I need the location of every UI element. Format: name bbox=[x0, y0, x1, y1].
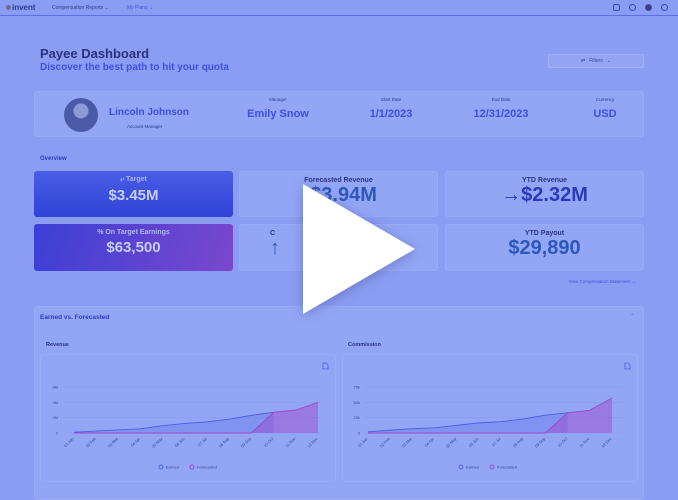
x-tick-label: 12 Dec bbox=[306, 436, 319, 449]
panel-title: Earned vs. Forecasted bbox=[40, 314, 110, 321]
legend-label-forecasted: Forecasted bbox=[197, 465, 217, 470]
ote-card: % On Target Earnings $63,500 bbox=[34, 224, 233, 271]
x-tick-label: 03 Mar bbox=[107, 436, 120, 449]
commission-chart-title: Commission bbox=[348, 342, 382, 348]
x-tick-label: 11 Nov bbox=[284, 436, 296, 448]
logo[interactable]: invent bbox=[6, 3, 36, 12]
play-button[interactable] bbox=[303, 184, 415, 314]
legend-marker-forecasted bbox=[489, 464, 495, 470]
y-tick-label: 2M bbox=[52, 415, 58, 420]
revenue-chart-title: Revenue bbox=[46, 342, 69, 348]
series-area-forecasted bbox=[74, 402, 318, 433]
avatar-icon[interactable] bbox=[645, 4, 652, 11]
manager-field: Manager Emily Snow bbox=[247, 97, 309, 120]
x-tick-label: 11 Nov bbox=[578, 436, 590, 448]
legend-marker-earned bbox=[458, 464, 464, 470]
legend-marker-earned bbox=[158, 464, 164, 470]
legend-label-earned: Earned bbox=[166, 465, 179, 470]
x-tick-label: 01 Jan bbox=[357, 436, 369, 448]
series-line-forecasted bbox=[74, 401, 319, 434]
end-date-field: End Date 12/31/2023 bbox=[473, 97, 529, 120]
help-icon[interactable] bbox=[661, 4, 668, 11]
series-line-earned bbox=[367, 412, 568, 433]
commission-chart: 0 25k 50k 75k 01 Jan 02 Feb 03 Mar 04 Apr 05 May… bbox=[342, 354, 638, 482]
x-tick-label: 07 Jul bbox=[197, 436, 208, 447]
x-tick-label: 07 Jul bbox=[491, 436, 502, 447]
earned-vs-forecasted-panel: Earned vs. Forecasted ⌃ bbox=[34, 306, 644, 500]
x-tick-label: 01 Jan bbox=[63, 436, 75, 448]
sliders-icon: ⇄ bbox=[580, 58, 586, 64]
ytd-revenue-card: YTD Revenue →$2.32M bbox=[445, 171, 644, 217]
ytd-payout-card: YTD Payout $29,890 bbox=[445, 224, 644, 271]
series-area-forecasted bbox=[368, 398, 612, 433]
x-tick-label: 02 Feb bbox=[85, 436, 98, 449]
target-icon: ⤶ bbox=[120, 176, 126, 183]
start-date-field: Start Date 1/1/2023 bbox=[369, 97, 413, 120]
logo-text: invent bbox=[12, 3, 36, 12]
view-compensation-statement-link[interactable]: View Compensation Statement → bbox=[568, 279, 636, 284]
series-line-earned bbox=[73, 411, 274, 433]
x-tick-label: 10 Oct bbox=[262, 436, 274, 448]
arrow-up-icon: ↑ bbox=[270, 237, 280, 259]
series-area-earned bbox=[368, 412, 568, 433]
y-tick-label: 75k bbox=[354, 385, 360, 390]
avatar bbox=[64, 98, 98, 132]
currency-field: Currency USD bbox=[593, 97, 617, 120]
chevron-down-icon: ⌄ bbox=[606, 58, 612, 64]
collapse-chevron-icon[interactable]: ⌃ bbox=[629, 314, 635, 320]
legend-label-forecasted: Forecasted bbox=[497, 465, 517, 470]
x-tick-label: 09 Sep bbox=[240, 436, 253, 449]
overview-heading: Overview bbox=[40, 156, 67, 162]
x-tick-label: 02 Feb bbox=[379, 436, 392, 449]
percent-icon: % bbox=[97, 229, 106, 236]
y-tick-label: 6M bbox=[52, 385, 58, 390]
export-icon bbox=[322, 362, 329, 370]
y-tick-label: 25k bbox=[354, 415, 360, 420]
mail-icon[interactable] bbox=[613, 4, 620, 11]
bell-icon[interactable] bbox=[629, 4, 636, 11]
payee-name: Lincoln Johnson bbox=[109, 107, 189, 118]
payee-role: Account Manager bbox=[127, 124, 163, 129]
x-tick-label: 08 Aug bbox=[218, 436, 230, 448]
page-subtitle: Discover the best path to hit your quota bbox=[40, 62, 229, 73]
target-card: ⤶ Target $3.45M bbox=[34, 171, 233, 217]
legend-marker-forecasted bbox=[189, 464, 195, 470]
x-tick-label: 04 Apr bbox=[130, 436, 142, 448]
y-tick-label: 50k bbox=[354, 400, 360, 405]
page-title: Payee Dashboard bbox=[40, 46, 150, 61]
x-tick-label: 12 Dec bbox=[600, 436, 613, 449]
top-nav-bar: invent Compensation Reports ⌄ My Plans ⌄ bbox=[0, 0, 678, 16]
x-tick-label: 06 Jun bbox=[468, 436, 480, 448]
nav-compensation-reports[interactable]: Compensation Reports ⌄ bbox=[52, 5, 109, 11]
x-tick-label: 05 May bbox=[445, 436, 458, 449]
revenue-chart: 0 2M 4M 6M 01 Jan 02 Feb 03 Mar 04 Apr 05 May 06 … bbox=[40, 354, 336, 482]
y-tick-label: 4M bbox=[52, 400, 58, 405]
arrow-right-icon: → bbox=[501, 184, 522, 206]
nav-my-plans[interactable]: My Plans ⌄ bbox=[127, 5, 154, 11]
y-tick-label: 0 bbox=[56, 431, 59, 436]
series-area-earned bbox=[74, 412, 274, 433]
x-tick-label: 05 May bbox=[151, 436, 164, 449]
series-line-forecasted bbox=[368, 397, 613, 434]
y-tick-label: 0 bbox=[358, 431, 361, 436]
x-tick-label: 06 Jun bbox=[174, 436, 186, 448]
profile-card: Lincoln Johnson Account Manager Manager E… bbox=[34, 91, 644, 137]
legend-label-earned: Earned bbox=[466, 465, 479, 470]
x-tick-label: 09 Sep bbox=[534, 436, 547, 449]
x-tick-label: 10 Oct bbox=[556, 436, 568, 448]
x-tick-label: 03 Mar bbox=[401, 436, 414, 449]
x-tick-label: 08 Aug bbox=[512, 436, 524, 448]
filters-button[interactable]: ⇄ Filters ⌄ bbox=[548, 54, 644, 68]
logo-icon bbox=[6, 5, 11, 10]
x-tick-label: 04 Apr bbox=[424, 436, 436, 448]
export-icon bbox=[624, 362, 631, 370]
